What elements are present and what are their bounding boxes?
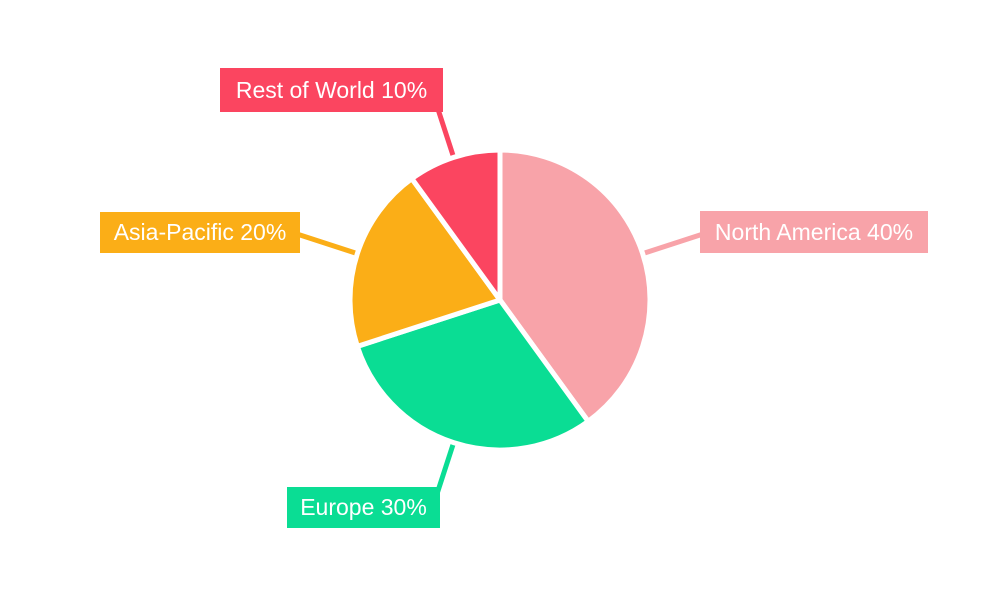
callout-label-rest-of-world: Rest of World 10% <box>220 68 443 112</box>
callout-label-asia-pacific: Asia-Pacific 20% <box>100 212 300 253</box>
callout-label-europe: Europe 30% <box>287 487 440 528</box>
pie-slice-asia-pacific <box>347 176 503 349</box>
leader-line-asia-pacific <box>288 229 361 257</box>
pie-slice-rest-of-world <box>409 147 503 303</box>
pie-slice-north-america <box>497 147 653 424</box>
leader-line-north-america <box>639 229 712 257</box>
pie-slice-europe <box>354 297 591 453</box>
callout-label-north-america: North America 40% <box>700 211 928 253</box>
